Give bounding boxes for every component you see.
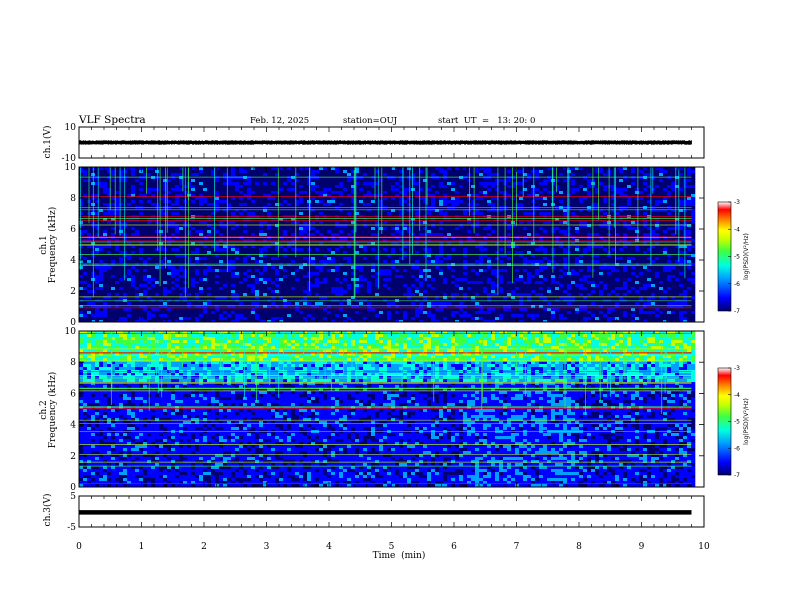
ch3-waveform-ylabel: ch.3(V): [42, 494, 53, 527]
ch1-waveform-ytick--10: -10: [62, 154, 77, 164]
ch2-spectrogram-ytick-8: 8: [70, 358, 76, 368]
ch2-spectrogram-colorbar-tick--3: -3: [734, 365, 740, 372]
ch2-spectrogram-heatmap: [79, 331, 696, 487]
ch2-spectrogram-ylabel: ch.2 Frequency (kHz): [39, 372, 58, 449]
ch1-spectrogram-colorbar-tick--4: -4: [734, 226, 740, 233]
time-tick-9: 9: [639, 542, 645, 552]
ch2-colorbar: -3 -4 -5 -6 -7 log(PSD)(V²/Hz): [717, 365, 750, 479]
time-tick-7: 7: [514, 542, 520, 552]
time-tick-1: 1: [139, 542, 145, 552]
time-tick-2: 2: [201, 542, 207, 552]
ch1-spectrogram-colorbar-tick--3: -3: [734, 199, 740, 206]
ch2-spectrogram-ytick-4: 4: [70, 421, 76, 431]
ch3-waveform-panel: 5 -5: [67, 492, 705, 533]
header-date: Feb. 12, 2025: [250, 116, 309, 126]
ch1-spectrogram-colorbar-tick--7: -7: [734, 308, 740, 315]
ch2-spectrogram-ytick-6: 6: [70, 389, 76, 399]
ch1-spectrogram-colorbar-label: log(PSD)(V²/Hz): [743, 233, 750, 280]
ch1-spectrogram-ytick-2: 2: [70, 287, 76, 297]
ch1-spectrogram-ytick-6: 6: [70, 225, 76, 235]
ch2-spectrogram-colorbar-tick--4: -4: [734, 392, 740, 399]
ch1-spectrogram-heatmap: [79, 167, 696, 322]
ch1-spectrogram-ytick-8: 8: [70, 194, 76, 204]
ch2-spectrogram-ytick-0: 0: [70, 483, 76, 493]
ch1-spectrogram-panel: 0 2 4 6 8 10: [65, 163, 705, 328]
time-tick-10: 10: [698, 542, 710, 552]
ch2-spectrogram-colorbar-tick--6: -6: [734, 445, 740, 452]
time-tick-0: 0: [76, 542, 82, 552]
ch1-spectrogram-ylabel: ch.1 Frequency (kHz): [39, 207, 58, 284]
ch1-spectrogram-ytick-10: 10: [65, 163, 77, 173]
ch1-waveform-ylabel: ch.1(V): [42, 126, 53, 159]
figure-title: VLF Spectra: [78, 114, 146, 126]
time-tick-4: 4: [326, 542, 332, 552]
time-axis-label: Time (min): [373, 550, 426, 561]
ch2-spectrogram-colorbar-tick--7: -7: [734, 472, 740, 479]
ch1-waveform-panel: 10 -10: [62, 123, 705, 164]
ch1-spectrogram-ytick-4: 4: [70, 256, 76, 266]
ch3-waveform-ytick-5: 5: [70, 492, 76, 502]
ch2-spectrogram-colorbar-label: log(PSD)(V²/Hz): [743, 398, 750, 445]
time-axis: 0 1 2 3 4 5 6 7 8 9 10: [76, 542, 710, 552]
ch1-colorbar: -3 -4 -5 -6 -7 log(PSD)(V²/Hz): [717, 199, 750, 315]
ch2-spectrogram-panel: 0 2 4 6 8 10: [65, 327, 705, 493]
ch1-spectrogram-colorbar-tick--5: -5: [734, 254, 740, 261]
ch2-spectrogram-ytick-2: 2: [70, 452, 76, 462]
ch3-waveform-ytick--5: -5: [67, 523, 76, 533]
time-tick-8: 8: [576, 542, 582, 552]
ch1-spectrogram-colorbar-tick--6: -6: [734, 281, 740, 288]
ch1-waveform-ytick-10: 10: [65, 123, 77, 133]
ch2-spectrogram-colorbar-tick--5: -5: [734, 419, 740, 426]
time-tick-3: 3: [264, 542, 270, 552]
header-start-time: start UT = 13: 20: 0: [438, 116, 535, 126]
ch2-spectrogram-ytick-10: 10: [65, 327, 77, 337]
header-station: station=OUJ: [343, 116, 398, 126]
time-tick-6: 6: [451, 542, 457, 552]
ch1-spectrogram-ytick-0: 0: [70, 318, 76, 328]
time-tick-5: 5: [389, 542, 395, 552]
